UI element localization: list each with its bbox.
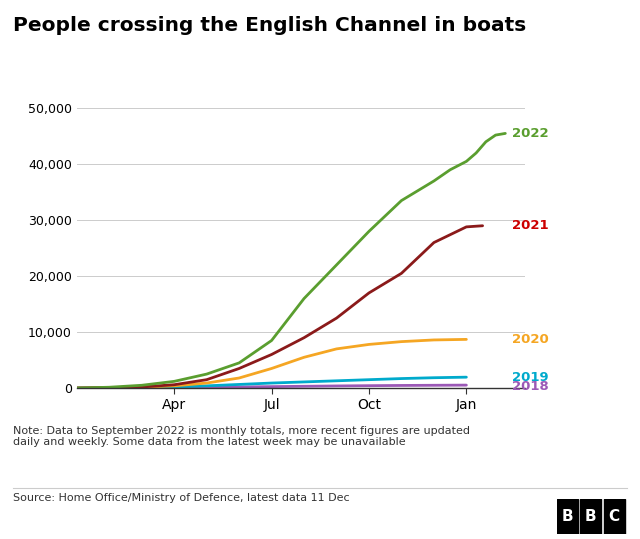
Text: 2020: 2020 [512,333,548,346]
Bar [604,499,625,534]
Text: B: B [585,509,596,523]
Text: B: B [561,509,573,523]
Text: Note: Data to September 2022 is monthly totals, more recent figures are updated
: Note: Data to September 2022 is monthly … [13,426,470,447]
Text: 2019: 2019 [512,371,548,384]
Text: 2021: 2021 [512,219,548,232]
Text: 2018: 2018 [512,379,548,392]
Text: People crossing the English Channel in boats: People crossing the English Channel in b… [13,16,526,35]
Bar [557,499,578,534]
Bar [580,499,602,534]
Text: 2022: 2022 [512,127,548,140]
Text: Source: Home Office/Ministry of Defence, latest data 11 Dec: Source: Home Office/Ministry of Defence,… [13,493,349,503]
Text: C: C [609,509,620,523]
